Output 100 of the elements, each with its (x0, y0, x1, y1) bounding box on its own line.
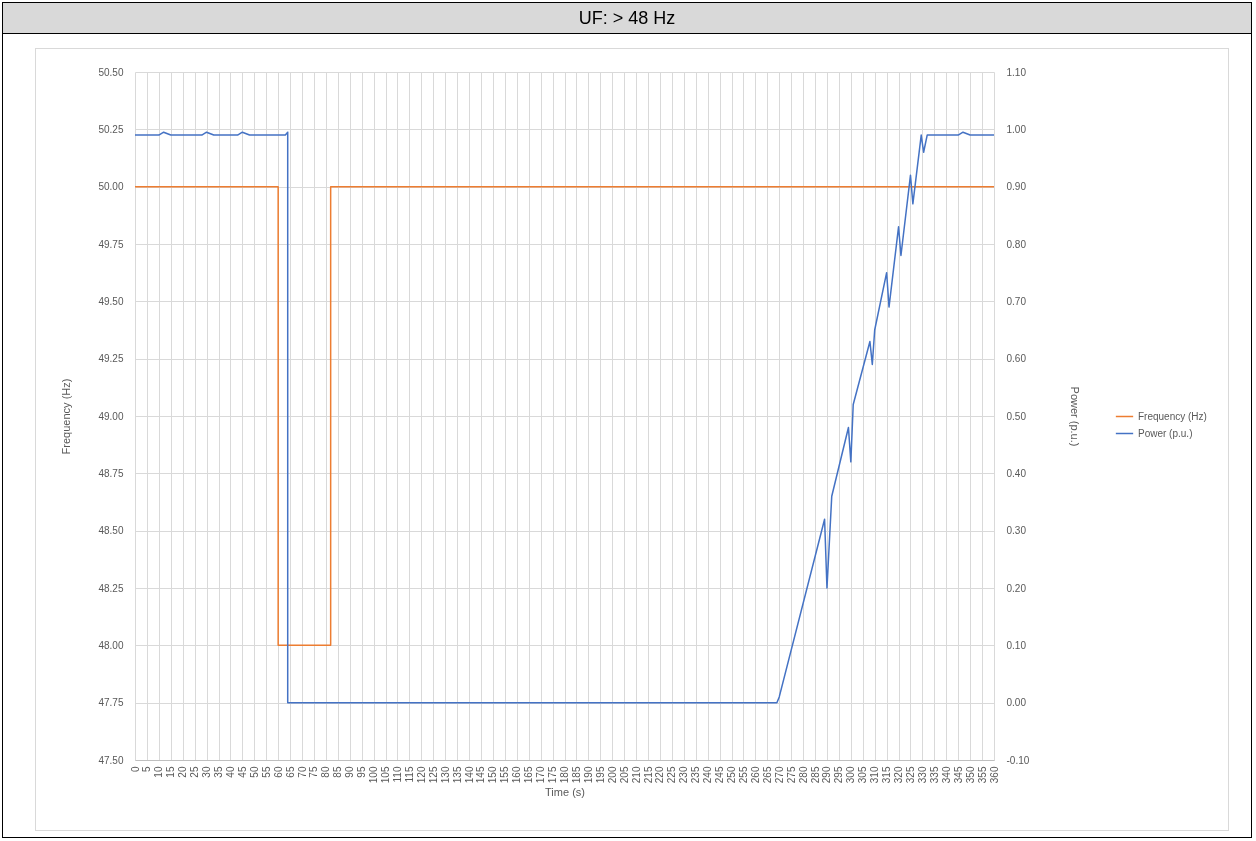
x-tick-label: 195 (594, 766, 606, 784)
x-tick-label: 315 (881, 766, 893, 784)
x-axis-title: Time (s) (545, 786, 585, 799)
legend-label: Power (p.u.) (1138, 427, 1193, 439)
y-tick-label: 50.50 (98, 66, 124, 78)
y-tick-label: 49.00 (98, 410, 124, 422)
y2-tick-label: -0.10 (1006, 754, 1030, 766)
y-tick-label: 47.50 (98, 754, 124, 766)
x-tick-label: 235 (690, 766, 702, 784)
x-tick-label: 90 (344, 766, 356, 778)
x-tick-label: 335 (928, 766, 940, 784)
y-tick-label: 49.25 (98, 353, 124, 365)
x-tick-label: 30 (201, 766, 213, 778)
x-tick-label: 280 (797, 766, 809, 784)
x-tick-label: 210 (630, 766, 642, 784)
x-tick-label: 95 (356, 766, 368, 778)
x-tick-label: 250 (726, 766, 738, 784)
y-tick-label: 47.75 (98, 697, 124, 709)
x-tick-label: 205 (618, 766, 630, 784)
x-tick-label: 200 (606, 766, 618, 784)
x-tick-label: 80 (320, 766, 332, 778)
x-tick-label: 40 (224, 766, 236, 778)
x-tick-label: 155 (499, 766, 511, 784)
y2-tick-label: 1.00 (1006, 123, 1027, 135)
x-tick-label: 225 (666, 766, 678, 784)
x-tick-label: 325 (904, 766, 916, 784)
x-tick-label: 60 (272, 766, 284, 778)
x-tick-label: 215 (642, 766, 654, 784)
x-tick-label: 135 (451, 766, 463, 784)
x-tick-label: 70 (296, 766, 308, 778)
x-tick-label: 345 (952, 766, 964, 784)
x-tick-label: 330 (916, 766, 928, 784)
x-tick-label: 320 (893, 766, 905, 784)
x-tick-label: 110 (391, 766, 403, 783)
y2-tick-label: 0.10 (1006, 639, 1027, 651)
x-tick-label: 105 (380, 766, 392, 784)
x-tick-label: 45 (236, 766, 248, 778)
y2-axis-title: Power (p.u.) (1069, 386, 1082, 447)
x-tick-label: 50 (248, 766, 260, 778)
legend-label: Frequency (Hz) (1138, 410, 1207, 422)
y-tick-label: 50.25 (98, 123, 124, 135)
x-tick-label: 150 (487, 766, 499, 784)
x-tick-label: 130 (439, 766, 451, 784)
x-tick-label: 85 (332, 766, 344, 778)
x-tick-label: 125 (427, 766, 439, 784)
chart-title: UF: > 48 Hz (3, 3, 1251, 34)
x-tick-label: 170 (535, 766, 547, 784)
x-tick-label: 115 (403, 766, 415, 783)
x-tick-label: 350 (964, 766, 976, 784)
x-tick-label: 240 (702, 766, 714, 784)
x-tick-label: 275 (785, 766, 797, 784)
x-tick-label: 0 (129, 766, 141, 773)
x-tick-label: 285 (809, 766, 821, 784)
x-tick-label: 55 (260, 766, 272, 778)
y-tick-label: 48.50 (98, 525, 124, 537)
y2-tick-label: 0.70 (1006, 295, 1027, 307)
x-tick-label: 10 (153, 766, 165, 778)
x-tick-label: 100 (368, 766, 380, 784)
x-tick-label: 15 (165, 766, 177, 778)
x-tick-label: 145 (475, 766, 487, 784)
x-tick-label: 185 (570, 766, 582, 784)
y2-tick-label: 0.50 (1006, 410, 1027, 422)
x-tick-label: 340 (940, 766, 952, 784)
x-tick-label: 5 (141, 766, 153, 773)
y2-tick-label: 0.80 (1006, 238, 1027, 250)
y-tick-label: 48.00 (98, 639, 124, 651)
x-tick-label: 270 (773, 766, 785, 784)
x-tick-label: 290 (821, 766, 833, 784)
y2-tick-label: 0.60 (1006, 353, 1027, 365)
x-tick-label: 20 (177, 766, 189, 778)
y-tick-label: 49.75 (98, 238, 124, 250)
x-tick-label: 265 (761, 766, 773, 784)
y-tick-label: 48.25 (98, 582, 124, 594)
x-tick-label: 220 (654, 766, 666, 784)
x-tick-label: 180 (559, 766, 570, 784)
y2-tick-label: 0.30 (1006, 525, 1027, 537)
x-tick-label: 245 (714, 766, 726, 784)
line-series (134, 131, 995, 704)
x-tick-label: 75 (308, 766, 320, 778)
x-tick-label: 355 (976, 766, 988, 784)
x-tick-label: 160 (511, 766, 523, 784)
x-tick-label: 305 (857, 766, 869, 784)
x-tick-label: 65 (284, 766, 296, 778)
x-tick-label: 25 (189, 766, 201, 778)
x-tick-label: 255 (737, 766, 749, 784)
x-tick-label: 35 (213, 766, 225, 778)
x-tick-label: 120 (415, 766, 427, 784)
y2-tick-label: 0.40 (1006, 467, 1027, 479)
x-tick-label: 310 (869, 766, 881, 784)
x-tick-label: 360 (988, 766, 1000, 784)
x-tick-label: 140 (463, 766, 475, 784)
x-tick-label: 175 (547, 766, 559, 784)
x-tick-label: 260 (749, 766, 761, 784)
x-tick-label: 295 (833, 766, 845, 784)
y2-tick-label: 0.90 (1006, 181, 1027, 193)
y-tick-label: 48.75 (98, 467, 124, 479)
y-tick-label: 49.50 (98, 295, 124, 307)
y2-tick-label: 0.00 (1006, 697, 1027, 709)
x-tick-label: 300 (845, 766, 857, 784)
y-axis-title: Frequency (Hz) (60, 378, 73, 455)
